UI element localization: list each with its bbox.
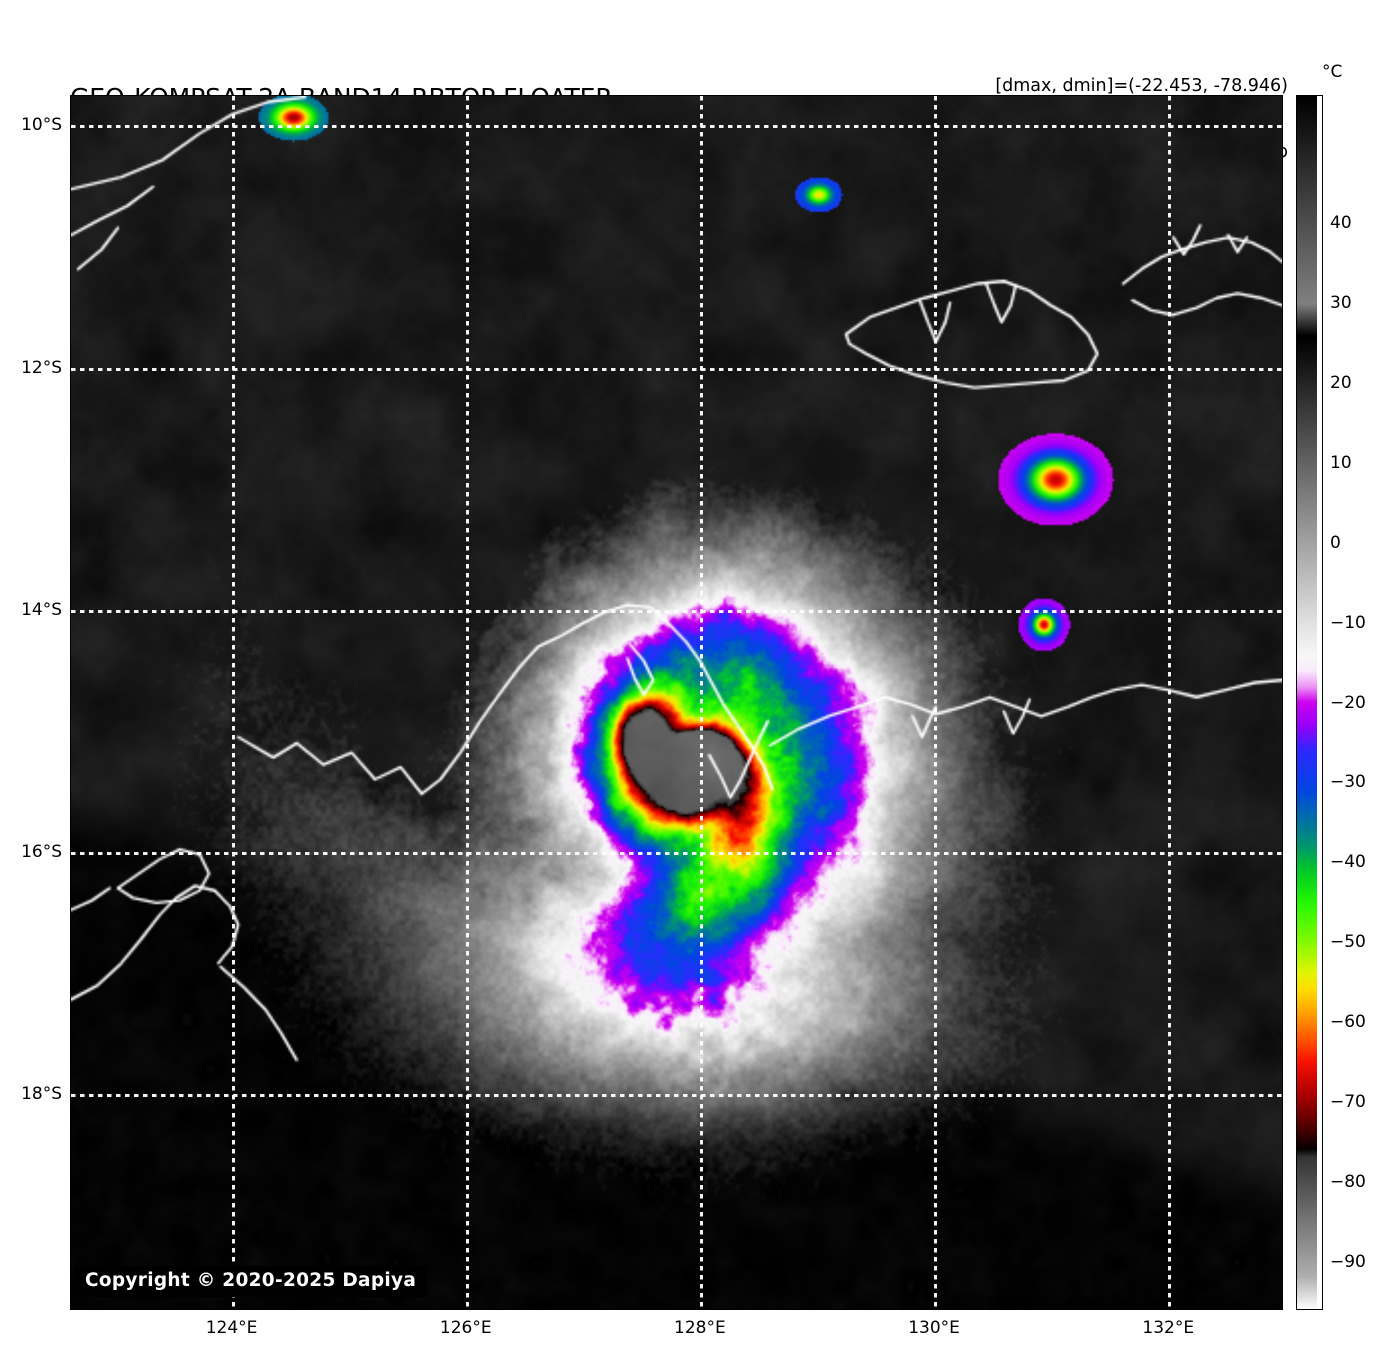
colorbar-tick--60: −60 bbox=[1330, 1012, 1366, 1033]
satellite-image-plot[interactable]: Copyright © 2020-2025 Dapiya bbox=[70, 95, 1283, 1310]
colorbar-tick--40: −40 bbox=[1330, 852, 1366, 873]
colorbar-tick--20: −20 bbox=[1330, 692, 1366, 713]
data-minmax-label: [dmax, dmin]=(-22.453, -78.946) bbox=[995, 76, 1288, 96]
colorbar-tick--80: −80 bbox=[1330, 1172, 1366, 1193]
x-tick-128°E: 128°E bbox=[674, 1318, 726, 1338]
colorbar-gradient bbox=[1297, 96, 1317, 1309]
infrared-satellite-raster bbox=[71, 96, 1282, 1309]
colorbar-tick-10: 10 bbox=[1330, 452, 1352, 473]
colorbar-tick--70: −70 bbox=[1330, 1092, 1366, 1113]
colorbar-tick-30: 30 bbox=[1330, 292, 1352, 313]
colorbar[interactable] bbox=[1296, 95, 1323, 1310]
y-tick-12°S: 12°S bbox=[21, 357, 62, 378]
x-tick-132°E: 132°E bbox=[1142, 1318, 1195, 1338]
colorbar-tick--90: −90 bbox=[1330, 1252, 1366, 1273]
copyright-badge: Copyright © 2020-2025 Dapiya bbox=[74, 1266, 428, 1297]
x-tick-130°E: 130°E bbox=[908, 1318, 960, 1338]
x-tick-124°E: 124°E bbox=[205, 1318, 258, 1338]
y-tick-18°S: 18°S bbox=[21, 1084, 62, 1105]
y-tick-10°S: 10°S bbox=[21, 115, 62, 136]
colorbar-tick-40: 40 bbox=[1330, 212, 1352, 233]
colorbar-tick-0: 0 bbox=[1330, 532, 1341, 553]
x-tick-126°E: 126°E bbox=[439, 1318, 492, 1338]
colorbar-unit-label: °C bbox=[1322, 62, 1343, 82]
y-tick-14°S: 14°S bbox=[21, 599, 62, 620]
colorbar-tick--30: −30 bbox=[1330, 772, 1366, 793]
y-tick-16°S: 16°S bbox=[21, 842, 62, 863]
colorbar-tick--10: −10 bbox=[1330, 612, 1366, 633]
colorbar-tick--50: −50 bbox=[1330, 932, 1366, 953]
colorbar-tick-20: 20 bbox=[1330, 372, 1352, 393]
